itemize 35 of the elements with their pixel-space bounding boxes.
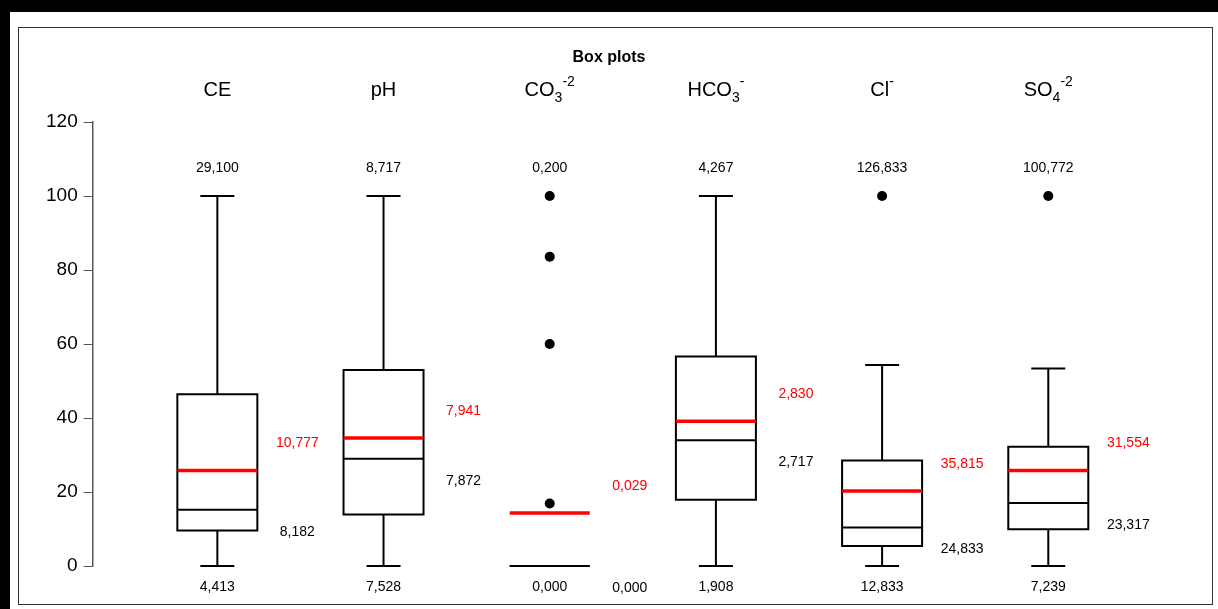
x-tick-label: pH xyxy=(370,78,397,100)
annotation: 0,200 xyxy=(532,158,568,175)
y-tick-label: 0 xyxy=(67,554,78,576)
annotation: 126,833 xyxy=(856,158,908,175)
annotation: 8,182 xyxy=(279,522,316,539)
text: 4,413 xyxy=(199,577,236,594)
y-tick-label: 60 xyxy=(56,332,78,354)
chart-title: Box plots xyxy=(572,48,646,65)
annotation: 8,717 xyxy=(366,158,402,175)
text: 0,000 xyxy=(532,577,568,594)
text: 1,908 xyxy=(698,577,734,594)
annotation: 35,815 xyxy=(940,454,984,471)
x-tick-label: Cl- xyxy=(870,73,895,100)
annotation: 7,941 xyxy=(446,401,482,418)
text: 7,239 xyxy=(1030,577,1067,594)
text: 7,528 xyxy=(366,577,402,594)
y-tick-label: 40 xyxy=(56,406,78,428)
y-tick-label: 20 xyxy=(56,480,78,502)
annotation: 0,029 xyxy=(612,476,648,493)
y-tick-label: 100 xyxy=(46,184,78,206)
text: 0,000 xyxy=(612,578,648,595)
annotation: 31,554 xyxy=(1106,434,1150,451)
annotation: 2,830 xyxy=(778,385,814,402)
annotation: 29,100 xyxy=(195,158,239,175)
text: 12,833 xyxy=(860,577,904,594)
annotation: 7,872 xyxy=(446,471,482,488)
y-tick-label: 120 xyxy=(46,110,78,132)
annotation: 2,717 xyxy=(778,453,814,470)
annotation: 100,772 xyxy=(1022,158,1074,175)
annotation: 4,267 xyxy=(698,158,734,175)
y-tick-label: 80 xyxy=(56,258,78,280)
annotation: 23,317 xyxy=(1106,515,1150,532)
annotation: 10,777 xyxy=(275,434,319,451)
annotation: 24,833 xyxy=(940,540,984,557)
x-tick-label: CE xyxy=(203,78,232,100)
